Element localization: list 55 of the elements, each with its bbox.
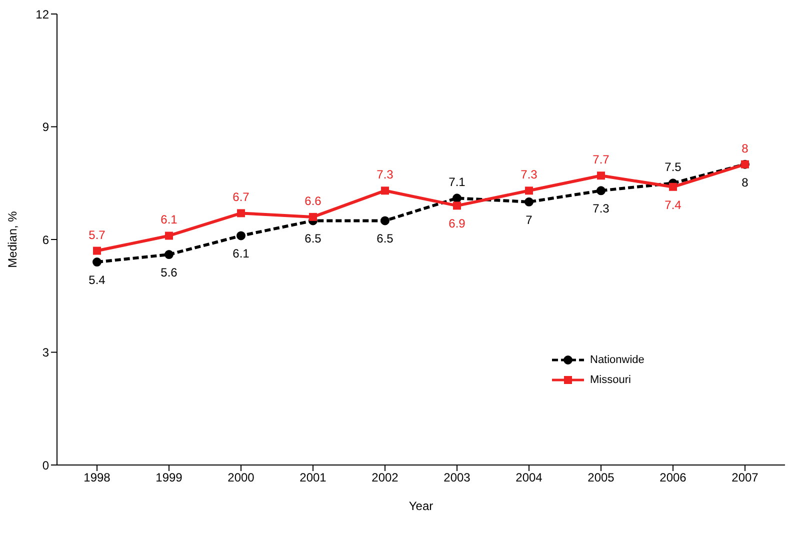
y-axis-title: Median, %: [5, 210, 20, 268]
y-tick-label: 0: [42, 458, 50, 472]
data-label: 7.3: [592, 202, 610, 216]
point: [452, 194, 462, 203]
point: [524, 197, 534, 206]
data-label: 6.9: [448, 216, 466, 231]
x-tick-label: 2005: [588, 470, 615, 485]
x-tick-label: 2004: [516, 470, 543, 485]
data-label: 6.1: [160, 212, 178, 227]
x-tick-label: 1999: [156, 470, 183, 485]
data-label: 6.7: [232, 190, 250, 204]
point: [309, 212, 317, 221]
point: [525, 186, 533, 195]
data-label: 7.1: [448, 175, 466, 190]
x-tick-label: 2003: [444, 470, 471, 485]
data-label: 8: [742, 141, 749, 156]
point: [669, 182, 677, 191]
legend-label: Missouri: [590, 374, 631, 386]
data-label: 8: [742, 175, 749, 190]
y-tick-label: 3: [42, 346, 50, 360]
x-axis-title: Year: [408, 499, 434, 513]
x-tick-label: 2001: [300, 470, 327, 485]
data-label: 7.7: [592, 152, 610, 167]
y-tick-label: 9: [42, 120, 50, 134]
point: [164, 250, 174, 260]
point: [596, 186, 606, 196]
point: [92, 258, 102, 267]
point: [381, 186, 389, 195]
point: [237, 209, 245, 218]
data-label: 7.3: [520, 168, 538, 182]
x-tick-label: 1998: [84, 470, 111, 485]
y-tick-label: 12: [36, 7, 50, 22]
data-label: 6.5: [304, 232, 322, 246]
x-tick-label: 2002: [372, 470, 399, 485]
data-label: 6.5: [376, 232, 394, 246]
data-label: 7.3: [376, 168, 394, 182]
data-label: 6.1: [232, 246, 250, 261]
data-label: 6.6: [304, 194, 322, 208]
x-tick-label: 2000: [228, 470, 255, 485]
data-label: 5.6: [160, 266, 178, 280]
data-label: 5.7: [88, 228, 106, 242]
data-label: 7: [526, 212, 533, 227]
point: [165, 232, 173, 240]
data-label: 7.4: [664, 198, 682, 212]
point: [597, 172, 605, 180]
point: [236, 231, 246, 240]
y-tick-label: 6: [42, 232, 50, 247]
x-tick-label: 2007: [732, 470, 759, 485]
point: [453, 202, 461, 210]
x-tick-label: 2006: [660, 470, 687, 485]
legend-label: Nationwide: [590, 354, 644, 366]
data-label: 7.5: [664, 160, 682, 174]
point: [380, 216, 390, 226]
point: [93, 246, 101, 255]
data-label: 5.4: [88, 273, 106, 288]
